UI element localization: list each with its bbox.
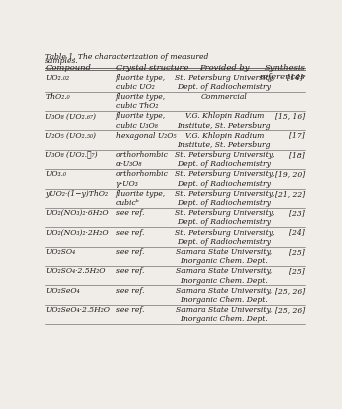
Text: Provided by: Provided by [199,64,250,72]
Text: samples.: samples. [45,57,79,65]
Text: fluorite type,
cubic ThO₂: fluorite type, cubic ThO₂ [116,93,166,110]
Text: U₃O₈ (UO₂.₆₇): U₃O₈ (UO₂.₆₇) [45,112,96,120]
Text: Samara State University,
Inorganic Chem. Dept.: Samara State University, Inorganic Chem.… [176,267,272,285]
Text: hexagonal U₂O₅: hexagonal U₂O₅ [116,132,176,140]
Text: UO₂(NO₃)₂·6H₂O: UO₂(NO₃)₂·6H₂O [45,209,109,217]
Text: orthorhombic
α-U₃O₈: orthorhombic α-U₃O₈ [116,151,169,169]
Text: [21, 22]: [21, 22] [275,190,305,198]
Text: Samara State University,
Inorganic Chem. Dept.: Samara State University, Inorganic Chem.… [176,248,272,265]
Text: see ref.: see ref. [116,248,144,256]
Text: see ref.: see ref. [116,267,144,275]
Text: see ref.: see ref. [116,229,144,236]
Text: Synthesis
references: Synthesis references [260,64,305,81]
Text: St. Petersburg University,
Dept. of Radiochemistry: St. Petersburg University, Dept. of Radi… [175,171,274,188]
Text: St. Petersburg University,
Dept. of Radiochemistry: St. Petersburg University, Dept. of Radi… [175,190,274,207]
Text: Commercial: Commercial [201,93,248,101]
Text: ThO₂.₀: ThO₂.₀ [45,93,70,101]
Text: U₃O₈ (UO₂.⁦₇): U₃O₈ (UO₂.⁦₇) [45,151,98,159]
Text: UO₂(NO₃)₂·2H₂O: UO₂(NO₃)₂·2H₂O [45,229,109,236]
Text: Samara State University,
Inorganic Chem. Dept.: Samara State University, Inorganic Chem.… [176,306,272,323]
Text: fluorite type,
cubic U₃O₈: fluorite type, cubic U₃O₈ [116,112,166,130]
Text: St. Petersburg University,
Dept. of Radiochemistry: St. Petersburg University, Dept. of Radi… [175,209,274,227]
Text: [14]ᵃ: [14]ᵃ [287,74,305,82]
Text: [17]: [17] [289,132,305,140]
Text: Samara State University,
Inorganic Chem. Dept.: Samara State University, Inorganic Chem.… [176,287,272,304]
Text: [25]: [25] [289,267,305,275]
Text: Compound: Compound [45,64,91,72]
Text: see ref.: see ref. [116,287,144,295]
Text: see ref.: see ref. [116,209,144,217]
Text: [24]: [24] [289,229,305,236]
Text: [25, 26]: [25, 26] [275,306,305,314]
Text: [23]: [23] [289,209,305,217]
Text: UO₃.₀: UO₃.₀ [45,171,66,178]
Text: orthorhombic
γ-UO₃: orthorhombic γ-UO₃ [116,171,169,188]
Text: V.G. Khlopin Radium
Institute, St. Petersburg: V.G. Khlopin Radium Institute, St. Peter… [177,112,271,130]
Text: [19, 20]: [19, 20] [275,171,305,178]
Text: [25, 26]: [25, 26] [275,287,305,295]
Text: St. Petersburg University,
Dept. of Radiochemistry: St. Petersburg University, Dept. of Radi… [175,151,274,169]
Text: [15, 16]: [15, 16] [275,112,305,120]
Text: yUO₂·(1−y)ThO₂: yUO₂·(1−y)ThO₂ [45,190,108,198]
Text: St. Petersburg University,
Dept. of Radiochemistry: St. Petersburg University, Dept. of Radi… [175,74,274,91]
Text: V.G. Khlopin Radium
Institute, St. Petersburg: V.G. Khlopin Radium Institute, St. Peter… [177,132,271,149]
Text: Crystal structure: Crystal structure [116,64,188,72]
Text: U₂O₅ (UO₂.₅₀): U₂O₅ (UO₂.₅₀) [45,132,96,140]
Text: [25]: [25] [289,248,305,256]
Text: St. Petersburg University,
Dept. of Radiochemistry: St. Petersburg University, Dept. of Radi… [175,229,274,246]
Text: UO₂SO₄·2.5H₂O: UO₂SO₄·2.5H₂O [45,267,106,275]
Text: Table 1. The characterization of measured: Table 1. The characterization of measure… [45,53,209,61]
Text: UO₂.₀₂: UO₂.₀₂ [45,74,69,82]
Text: see ref.: see ref. [116,306,144,314]
Text: UO₂SO₄: UO₂SO₄ [45,248,76,256]
Text: UO₂SeO₄·2.5H₂O: UO₂SeO₄·2.5H₂O [45,306,110,314]
Text: UO₂SeO₄: UO₂SeO₄ [45,287,80,295]
Text: fluorite type,
cubicᵇ: fluorite type, cubicᵇ [116,190,166,207]
Text: [18]: [18] [289,151,305,159]
Text: fluorite type,
cubic UO₂: fluorite type, cubic UO₂ [116,74,166,91]
